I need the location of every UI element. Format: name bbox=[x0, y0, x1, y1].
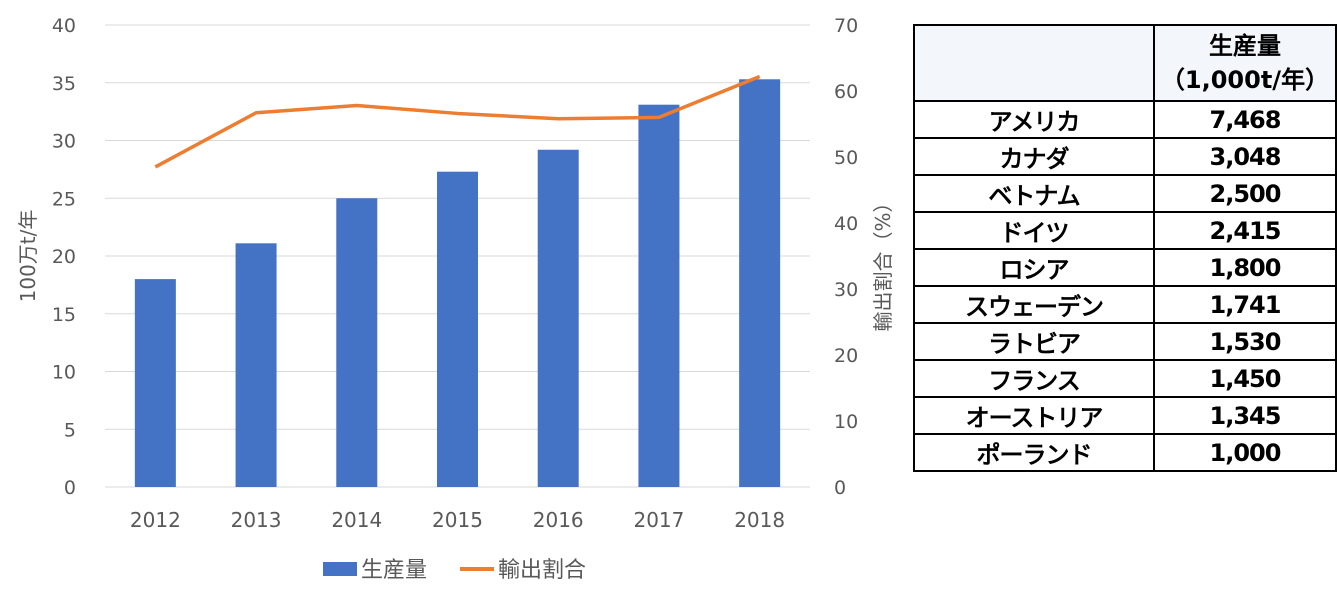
bar bbox=[537, 149, 579, 488]
production-bars bbox=[134, 79, 781, 488]
bar bbox=[336, 198, 378, 487]
country-cell: ロシア bbox=[913, 248, 1155, 287]
value-cell: 1,741 bbox=[1153, 285, 1337, 324]
country-cell: ベトナム bbox=[913, 174, 1155, 213]
y-tick-label: 40 bbox=[52, 15, 76, 37]
production-table: 生産量 （1,000t/年） アメリカ 7,468 カナダ 3,048 ベトナム 2,… bbox=[913, 24, 1337, 472]
bar bbox=[235, 243, 277, 487]
country-cell: アメリカ bbox=[913, 100, 1155, 139]
table-row: アメリカ 7,468 bbox=[913, 100, 1337, 139]
right-axis-ticks: 0 10 20 30 40 50 60 70 bbox=[834, 15, 858, 499]
bar bbox=[134, 279, 176, 487]
y-tick-label: 5 bbox=[64, 419, 76, 441]
y2-tick-label: 40 bbox=[834, 213, 858, 235]
bar bbox=[739, 79, 781, 487]
x-tick-label: 2012 bbox=[130, 508, 181, 532]
table-header-production: 生産量 （1,000t/年） bbox=[1153, 24, 1337, 102]
y-tick-label: 15 bbox=[52, 304, 76, 326]
bar bbox=[638, 104, 680, 487]
country-cell: ドイツ bbox=[913, 211, 1155, 250]
bar bbox=[437, 171, 478, 487]
value-cell: 1,450 bbox=[1153, 359, 1337, 398]
value-cell: 2,500 bbox=[1153, 174, 1337, 213]
export-ratio-line-group bbox=[154, 74, 761, 169]
legend-swatch-production bbox=[323, 562, 357, 576]
y-axis-title: 100万t/年 bbox=[16, 210, 40, 303]
y-tick-label: 30 bbox=[52, 131, 76, 153]
table-row: ドイツ 2,415 bbox=[913, 211, 1337, 250]
table-row: ベトナム 2,500 bbox=[913, 174, 1337, 213]
table-row: カナダ 3,048 bbox=[913, 137, 1337, 176]
country-cell: オーストリア bbox=[913, 396, 1155, 435]
export-ratio-line bbox=[154, 74, 761, 169]
table-header-row: 生産量 （1,000t/年） bbox=[913, 24, 1337, 102]
y2-tick-label: 30 bbox=[834, 279, 858, 301]
table-row: オーストリア 1,345 bbox=[913, 396, 1337, 435]
y2-tick-label: 0 bbox=[834, 477, 846, 499]
legend-label-export: 輸出割合 bbox=[498, 558, 586, 583]
country-cell: フランス bbox=[913, 359, 1155, 398]
value-cell: 3,048 bbox=[1153, 137, 1337, 176]
value-cell: 1,530 bbox=[1153, 322, 1337, 361]
x-tick-label: 2015 bbox=[432, 508, 483, 532]
table-row: ポーランド 1,000 bbox=[913, 433, 1337, 472]
y2-tick-label: 10 bbox=[834, 411, 858, 433]
y-tick-label: 10 bbox=[52, 362, 76, 384]
x-tick-label: 2017 bbox=[633, 508, 684, 532]
country-cell: ポーランド bbox=[913, 433, 1155, 472]
value-cell: 7,468 bbox=[1153, 100, 1337, 139]
x-axis-categories: 2012 2013 2014 2015 2016 2017 2018 bbox=[130, 508, 785, 532]
value-cell: 1,000 bbox=[1153, 433, 1337, 472]
table-header-empty bbox=[913, 24, 1155, 102]
legend: 生産量 輸出割合 bbox=[323, 558, 586, 583]
y2-axis-title: 輸出割合（%） bbox=[871, 192, 895, 331]
country-cell: スウェーデン bbox=[913, 285, 1155, 324]
x-tick-label: 2013 bbox=[231, 508, 282, 532]
y-tick-label: 35 bbox=[52, 73, 76, 95]
y-tick-label: 0 bbox=[64, 477, 76, 499]
table-row: ロシア 1,800 bbox=[913, 248, 1337, 287]
y2-tick-label: 60 bbox=[834, 81, 858, 103]
table-row: フランス 1,450 bbox=[913, 359, 1337, 398]
left-axis-ticks: 0 5 10 15 20 25 30 35 40 bbox=[52, 15, 76, 499]
value-cell: 1,800 bbox=[1153, 248, 1337, 287]
y2-tick-label: 70 bbox=[834, 15, 858, 37]
table-row: ラトビア 1,530 bbox=[913, 322, 1337, 361]
value-cell: 1,345 bbox=[1153, 396, 1337, 435]
y-tick-label: 20 bbox=[52, 246, 76, 268]
value-cell: 2,415 bbox=[1153, 211, 1337, 250]
x-tick-label: 2014 bbox=[331, 508, 382, 532]
y2-tick-label: 50 bbox=[834, 147, 858, 169]
y2-tick-label: 20 bbox=[834, 345, 858, 367]
x-tick-label: 2016 bbox=[533, 508, 584, 532]
y-tick-label: 25 bbox=[52, 188, 76, 210]
legend-label-production: 生産量 bbox=[361, 558, 427, 583]
header-line-1: 生産量 bbox=[1209, 32, 1281, 60]
country-cell: ラトビア bbox=[913, 322, 1155, 361]
header-line-2: （1,000t/年） bbox=[1160, 66, 1330, 94]
table-row: スウェーデン 1,741 bbox=[913, 285, 1337, 324]
country-cell: カナダ bbox=[913, 137, 1155, 176]
x-tick-label: 2018 bbox=[734, 508, 785, 532]
